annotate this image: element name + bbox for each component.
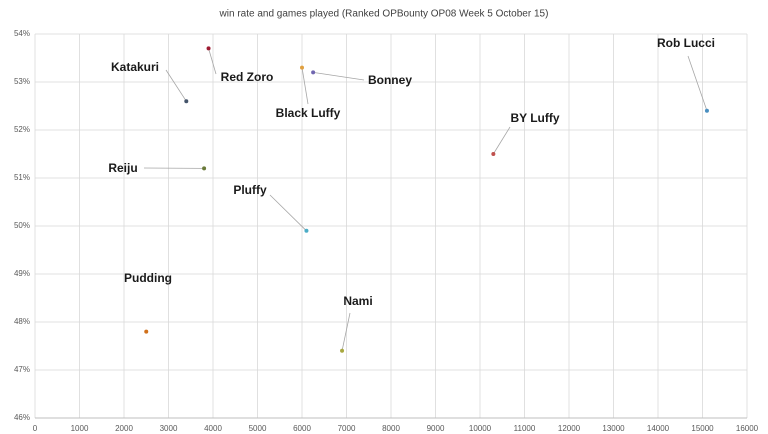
x-tick-label: 5000 bbox=[249, 424, 267, 433]
x-tick-label: 1000 bbox=[71, 424, 89, 433]
point bbox=[144, 329, 149, 334]
chart-title: win rate and games played (Ranked OPBoun… bbox=[219, 9, 549, 20]
y-tick-label: 47% bbox=[14, 365, 30, 374]
point bbox=[704, 108, 709, 113]
leader-line bbox=[313, 72, 365, 81]
leader-line bbox=[165, 69, 187, 102]
point bbox=[311, 70, 316, 75]
x-tick-label: 0 bbox=[33, 424, 38, 433]
point bbox=[202, 166, 207, 171]
x-tick-label: 14000 bbox=[647, 424, 670, 433]
x-tick-label: 2000 bbox=[115, 424, 133, 433]
point-label: Reiju bbox=[108, 161, 137, 175]
point-label: BY Luffy bbox=[510, 111, 559, 125]
x-tick-label: 7000 bbox=[338, 424, 356, 433]
x-tick-label: 16000 bbox=[736, 424, 759, 433]
y-tick-label: 50% bbox=[14, 221, 30, 230]
point-label: Red Zoro bbox=[221, 70, 274, 84]
x-tick-label: 12000 bbox=[558, 424, 581, 433]
point-label: Rob Lucci bbox=[657, 36, 715, 50]
x-tick-label: 4000 bbox=[204, 424, 222, 433]
leader-line bbox=[493, 126, 511, 155]
point-label: Nami bbox=[343, 294, 372, 308]
leader-line bbox=[301, 67, 309, 105]
x-tick-label: 11000 bbox=[514, 424, 536, 433]
point-label: Black Luffy bbox=[276, 106, 341, 120]
leader-line bbox=[687, 55, 708, 111]
y-tick-label: 49% bbox=[14, 269, 30, 278]
point-label: Katakuri bbox=[111, 60, 159, 74]
x-tick-label: 13000 bbox=[602, 424, 625, 433]
y-tick-label: 46% bbox=[14, 413, 30, 422]
point bbox=[300, 65, 304, 70]
point bbox=[184, 99, 189, 104]
leader-line bbox=[208, 48, 217, 75]
point bbox=[304, 228, 309, 233]
x-tick-label: 8000 bbox=[382, 424, 400, 433]
y-tick-label: 54% bbox=[14, 29, 30, 38]
y-tick-label: 52% bbox=[14, 125, 30, 134]
x-tick-label: 3000 bbox=[160, 424, 178, 433]
leader-line bbox=[269, 194, 307, 232]
y-tick-label: 51% bbox=[14, 173, 30, 182]
point-label: Pudding bbox=[124, 271, 172, 285]
point bbox=[491, 152, 496, 156]
x-tick-label: 6000 bbox=[293, 424, 311, 433]
point-label: Pluffy bbox=[233, 183, 267, 197]
point-label: Bonney bbox=[368, 73, 412, 87]
x-tick-label: 15000 bbox=[691, 424, 714, 433]
x-tick-label: 9000 bbox=[427, 424, 445, 433]
point bbox=[206, 46, 211, 51]
point bbox=[340, 348, 345, 353]
y-tick-label: 48% bbox=[14, 317, 30, 326]
leader-line bbox=[341, 312, 351, 351]
x-tick-label: 10000 bbox=[469, 424, 492, 433]
y-tick-label: 53% bbox=[14, 77, 30, 86]
